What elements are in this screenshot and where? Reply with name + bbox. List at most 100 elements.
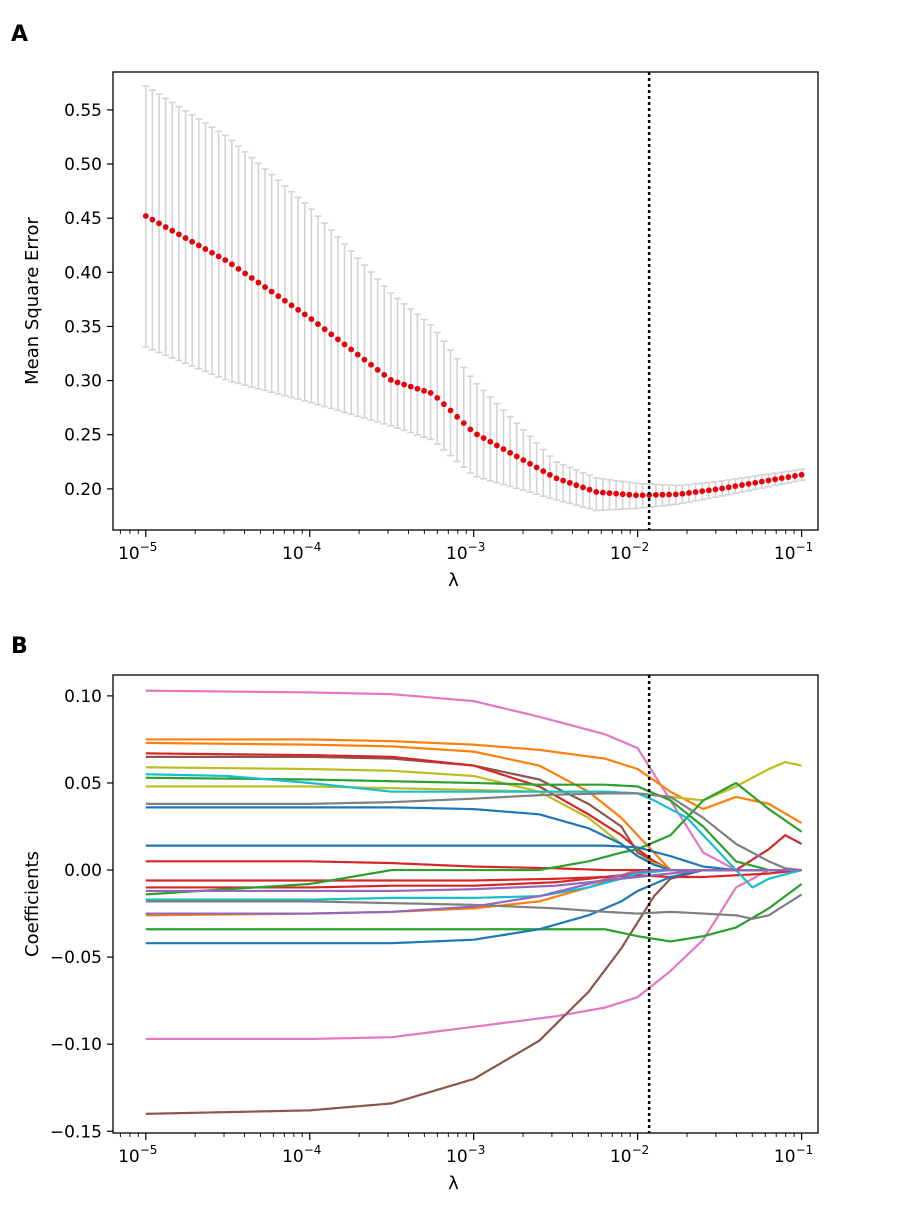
a-ytick-label-2: 0.30 xyxy=(64,372,102,392)
mse-point-2 xyxy=(156,220,162,227)
mse-point-93 xyxy=(758,478,765,485)
a-ytick-label-1: 0.25 xyxy=(64,426,102,446)
b-xtick-label-1: 10−4 xyxy=(282,1143,321,1167)
mse-point-44 xyxy=(434,395,441,401)
coef-path-19 xyxy=(145,773,802,889)
mse-point-91 xyxy=(745,480,752,487)
mse-point-26 xyxy=(315,321,321,328)
a-ytick-label-0: 0.20 xyxy=(64,480,102,500)
mse-point-40 xyxy=(407,383,414,390)
mse-point-34 xyxy=(368,361,374,368)
mse-point-0 xyxy=(142,213,149,219)
coef-path-23 xyxy=(145,868,802,915)
mse-point-18 xyxy=(262,284,268,290)
mse-point-24 xyxy=(301,311,308,318)
mse-point-97 xyxy=(785,474,792,480)
mse-point-76 xyxy=(646,492,653,498)
mse-point-12 xyxy=(222,257,229,264)
coef-path-0 xyxy=(145,689,802,872)
chart-a: 0.20 0.25 0.30 0.35 0.40 0.45 0.50 0.55 10−5 10−4… xyxy=(22,71,819,591)
mse-point-13 xyxy=(229,261,235,268)
mse-point-53 xyxy=(493,442,500,449)
a-xtick-label-3: 10−2 xyxy=(610,540,649,564)
mse-point-86 xyxy=(712,486,719,493)
mse-point-20 xyxy=(275,293,282,300)
mse-point-54 xyxy=(500,446,507,452)
mse-point-59 xyxy=(533,464,540,471)
mse-point-74 xyxy=(633,492,639,499)
mse-point-35 xyxy=(374,366,381,373)
coef-path-4 xyxy=(145,738,803,824)
mse-point-95 xyxy=(772,476,779,483)
a-ytick-label-3: 0.35 xyxy=(64,317,102,337)
mse-point-60 xyxy=(540,468,547,475)
mse-point-39 xyxy=(401,381,408,388)
mse-point-22 xyxy=(288,302,295,309)
mse-point-29 xyxy=(334,336,341,343)
chart-b: −0.15 −0.10 −0.05 0.00 0.05 0.10 10−5 10−4 10−3 1… xyxy=(22,674,819,1194)
b-ytick-label-2: −0.05 xyxy=(50,948,102,968)
mse-point-30 xyxy=(341,341,348,348)
b-xtick-label-2: 10−3 xyxy=(446,1143,485,1167)
coef-path-1 xyxy=(145,868,802,1041)
a-ytick-label-4: 0.40 xyxy=(64,263,102,283)
mse-point-8 xyxy=(195,242,202,249)
mse-point-50 xyxy=(474,431,480,438)
mse-point-23 xyxy=(295,306,302,313)
b-ytick-label-5: 0.10 xyxy=(64,687,102,707)
mse-point-94 xyxy=(765,477,772,484)
mse-point-71 xyxy=(613,490,620,497)
mse-point-64 xyxy=(566,479,573,486)
mse-point-16 xyxy=(248,275,255,281)
a-xlabel: λ xyxy=(448,570,459,591)
a-ytick-label-7: 0.55 xyxy=(64,101,102,121)
mse-point-78 xyxy=(659,491,666,498)
b-ytick-label-3: 0.00 xyxy=(64,861,102,881)
coef-path-18 xyxy=(145,868,802,945)
mse-point-96 xyxy=(778,475,785,482)
mse-point-69 xyxy=(599,489,606,496)
b-ytick-label-1: −0.10 xyxy=(50,1035,102,1055)
mse-point-3 xyxy=(162,224,169,230)
mse-point-81 xyxy=(679,490,686,497)
mse-point-83 xyxy=(692,489,699,495)
b-xtick-label-4: 10−1 xyxy=(774,1143,813,1167)
mse-point-31 xyxy=(348,346,355,353)
b-axes-frame xyxy=(112,674,819,1134)
mse-point-32 xyxy=(354,351,361,358)
mse-point-62 xyxy=(553,475,560,482)
mse-point-19 xyxy=(268,288,275,295)
mse-point-45 xyxy=(440,401,447,408)
mse-point-27 xyxy=(321,326,328,333)
mse-point-48 xyxy=(460,420,467,427)
mse-point-42 xyxy=(421,387,427,394)
mse-point-58 xyxy=(527,460,533,467)
b-ytick-label-0: −0.15 xyxy=(50,1122,102,1142)
mse-point-67 xyxy=(586,486,593,493)
a-xtick-label-2: 10−3 xyxy=(446,540,485,564)
mse-point-1 xyxy=(149,216,156,223)
mse-point-6 xyxy=(182,235,189,241)
mse-point-84 xyxy=(699,488,706,495)
b-ylabel: Coefficients xyxy=(22,851,43,957)
a-ytick-label-6: 0.50 xyxy=(64,155,102,175)
mse-point-41 xyxy=(414,385,421,392)
b-xtick-label-0: 10−5 xyxy=(118,1143,157,1167)
mse-point-61 xyxy=(546,471,553,478)
mse-point-75 xyxy=(639,492,646,499)
mse-point-52 xyxy=(487,438,494,445)
mse-point-87 xyxy=(719,485,726,492)
a-ylabel: Mean Square Error xyxy=(22,217,43,385)
mse-point-79 xyxy=(666,491,673,498)
mse-point-51 xyxy=(480,435,487,441)
a-ytick-label-5: 0.45 xyxy=(64,209,102,229)
mse-point-4 xyxy=(169,227,176,234)
a-xtick-label-1: 10−4 xyxy=(282,540,321,564)
b-xtick-label-3: 10−2 xyxy=(610,1143,649,1167)
coef-path-11 xyxy=(145,760,802,802)
mse-point-77 xyxy=(652,491,659,498)
mse-point-33 xyxy=(361,356,368,363)
panel-a-label: A xyxy=(11,22,29,47)
coef-path-24 xyxy=(145,868,802,893)
